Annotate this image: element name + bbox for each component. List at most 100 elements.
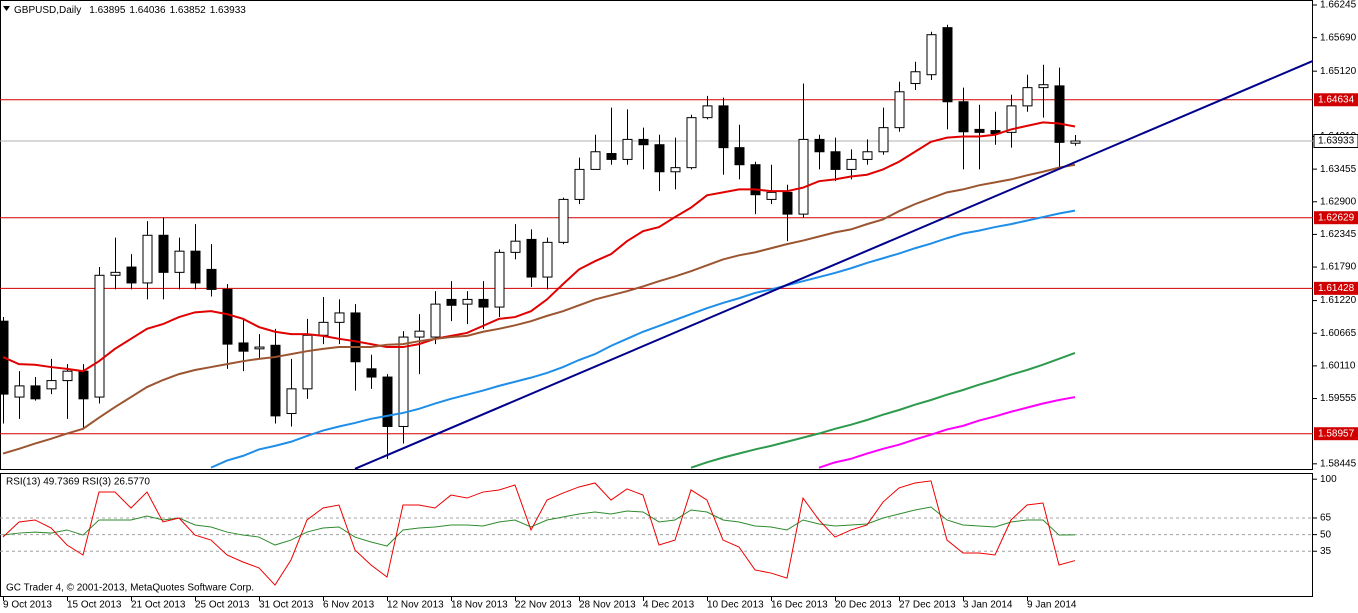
x-tick-label: 18 Nov 2013 <box>451 600 508 611</box>
y-tick-label: 1.65120 <box>1320 66 1357 77</box>
candle-body-down <box>1054 85 1065 143</box>
candle-body-up <box>670 167 681 173</box>
candle-body-up <box>910 71 921 85</box>
candle-body-up <box>414 330 425 338</box>
candle-body-up <box>1022 87 1033 107</box>
candle-body-down <box>718 105 729 149</box>
x-tick-label: 9 Jan 2014 <box>1027 600 1077 611</box>
candle-body-up <box>558 198 569 243</box>
candle-body-down <box>190 250 201 284</box>
chart-header: GBPUSD,Daily 1.63895 1.64036 1.63852 1.63933 <box>14 5 246 16</box>
candle-body-down <box>78 370 89 400</box>
candle-body-down <box>30 385 41 400</box>
x-tick-label: 20 Dec 2013 <box>835 600 892 611</box>
y-tick-label: 1.61220 <box>1320 295 1357 306</box>
level-label-box <box>1314 427 1358 441</box>
trendline <box>354 59 1313 470</box>
x-tick-label: 16 Dec 2013 <box>771 600 828 611</box>
rsi-title: RSI(13) 49.7369 RSI(3) 26.5770 <box>6 477 150 488</box>
level-label-box <box>1314 281 1358 295</box>
candle-body-up <box>590 151 601 170</box>
y-tick-label: 1.63455 <box>1320 164 1357 175</box>
candle-body-down <box>350 312 361 363</box>
y-tick-label: 1.60665 <box>1320 328 1357 339</box>
x-tick-label: 6 Nov 2013 <box>323 600 375 611</box>
candle-body-down <box>526 238 537 278</box>
y-tick-label: 1.66245 <box>1320 0 1357 11</box>
candle-body-up <box>862 151 873 160</box>
candle-body-down <box>974 128 985 133</box>
candle-body-up <box>894 91 905 129</box>
candle-body-up <box>926 34 937 76</box>
level-label-box <box>1314 211 1358 225</box>
candle-body-down <box>206 268 217 290</box>
y-tick-label: 1.60110 <box>1320 361 1356 372</box>
chart-title: GBPUSD,Daily <box>14 5 81 16</box>
candle-body-up <box>1006 105 1017 133</box>
candle-body-up <box>94 274 105 398</box>
moving-average <box>690 352 1076 469</box>
candle-body-down <box>734 147 745 166</box>
x-tick-label: 28 Nov 2013 <box>579 600 636 611</box>
candle-body-up <box>302 334 313 390</box>
x-tick-label: 15 Oct 2013 <box>67 600 122 611</box>
x-tick-label: 25 Oct 2013 <box>195 600 250 611</box>
candle-body-up <box>254 346 265 350</box>
x-tick-label: 9 Oct 2013 <box>3 600 52 611</box>
x-tick-label: 21 Oct 2013 <box>131 600 186 611</box>
header-value: 1.64036 <box>129 5 166 16</box>
rsi-line <box>2 506 1076 547</box>
candle-body-down <box>126 266 137 284</box>
candle-body-up <box>574 168 585 200</box>
candle-body-down <box>158 234 169 273</box>
y-tick-label: 35 <box>1320 546 1332 557</box>
candle-body-up <box>542 241 553 278</box>
candle-body-up <box>494 251 505 308</box>
level-label: 1.58957 <box>1318 428 1355 439</box>
moving-average <box>210 209 1076 469</box>
y-tick-label: 1.65690 <box>1320 32 1357 43</box>
y-tick-label: 65 <box>1320 513 1332 524</box>
rsi-plot <box>0 480 1313 586</box>
price-label-box <box>1313 134 1358 148</box>
candle-body-down <box>606 153 617 160</box>
x-tick-label: 12 Nov 2013 <box>387 600 444 611</box>
candle-body-up <box>878 127 889 153</box>
candle-body-up <box>110 271 121 276</box>
moving-average <box>818 396 1076 469</box>
copyright-note: GC Trader 4, © 2001-2013, MetaQuotes Sof… <box>6 583 254 594</box>
candle-body-down <box>382 376 393 427</box>
x-tick-label: 10 Dec 2013 <box>707 600 764 611</box>
candle-body-up <box>430 303 441 338</box>
candle-body-up <box>14 385 25 398</box>
candle-body-up <box>46 380 57 390</box>
y-tick-label: 1.62900 <box>1320 196 1357 207</box>
candle-body-up <box>286 388 297 415</box>
candle-body-up <box>398 336 409 427</box>
candle-body-up <box>766 191 777 200</box>
candle-body-up <box>1038 84 1049 89</box>
candle-body-down <box>782 191 793 215</box>
candle-body-down <box>478 298 489 308</box>
candle-body-up <box>62 370 73 382</box>
rsi-line <box>2 480 1076 586</box>
x-tick-label: 22 Nov 2013 <box>515 600 572 611</box>
moving-average <box>2 121 1076 373</box>
candle-body-down <box>446 298 457 306</box>
level-label: 1.64634 <box>1318 94 1355 105</box>
main-plot <box>0 24 1313 470</box>
header-value: 1.63895 <box>89 5 126 16</box>
candle-body-down <box>814 138 825 153</box>
candle-body-up <box>702 105 713 119</box>
candle-body-down <box>270 344 281 417</box>
candle-body-down <box>942 27 953 103</box>
y-tick-label: 1.58445 <box>1320 458 1357 469</box>
level-label-box <box>1314 93 1358 107</box>
candle-body-up <box>622 138 633 160</box>
main-pane <box>0 0 1313 470</box>
candle-body-down <box>830 151 841 170</box>
candle-body-up <box>334 312 345 323</box>
